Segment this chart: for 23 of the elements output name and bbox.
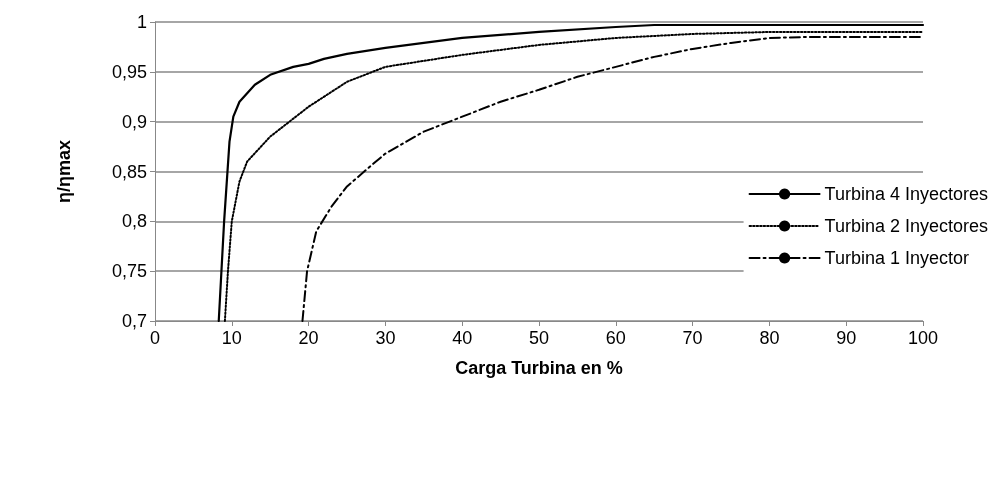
y-tick-label: 0,8 (121, 211, 147, 232)
y-tick-label: 0,75 (111, 261, 147, 282)
legend-label: Turbina 4 Inyectores (824, 184, 989, 204)
x-tick-label: 40 (452, 328, 473, 348)
y-axis-title: η/ηmax (54, 139, 74, 204)
x-tick-label: 100 (907, 328, 939, 348)
x-tick-label: 30 (375, 328, 396, 348)
y-tick-label: 0,95 (111, 61, 147, 82)
x-tick-label: 80 (759, 328, 780, 348)
legend-label: Turbina 1 Inyector (824, 248, 969, 268)
y-tick-label: 1 (136, 12, 147, 32)
x-tick-label: 10 (221, 328, 242, 348)
legend-label: Turbina 2 Inyectores (824, 216, 989, 236)
y-tick-label: 0,7 (121, 311, 147, 331)
x-axis-title: Carga Turbina en % (455, 358, 623, 378)
x-tick-label: 0 (149, 328, 161, 348)
x-tick-label: 20 (298, 328, 319, 348)
x-tick-label: 70 (682, 328, 703, 348)
x-tick-label: 60 (605, 328, 626, 348)
y-tick-label: 0,9 (121, 111, 147, 132)
x-tick-label: 50 (528, 328, 550, 348)
x-tick-label: 90 (836, 328, 857, 348)
y-tick-label: 0,85 (111, 161, 147, 182)
